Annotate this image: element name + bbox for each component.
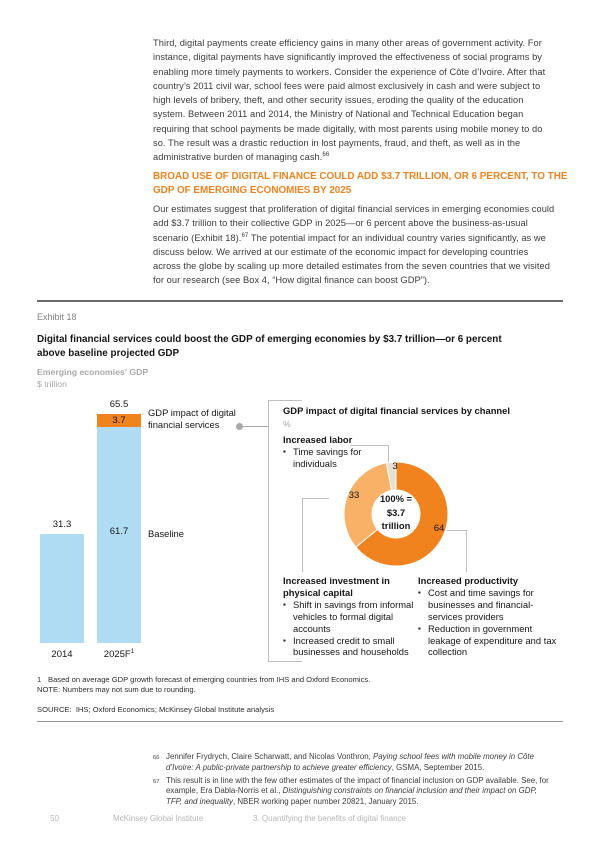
- connector-dot: [236, 423, 243, 430]
- donut-slice: [355, 461, 449, 567]
- productivity-bullet-1: Cost and time savings for businesses and…: [418, 587, 558, 623]
- section-heading: BROAD USE OF DIGITAL FINANCE COULD ADD $…: [153, 171, 568, 197]
- exhibit-footnote: 1 Based on average GDP growth forecast o…: [37, 675, 370, 685]
- labor-block: Increased labor Time savings for individ…: [283, 434, 363, 470]
- footnote-67: 67 This result is in line with the few o…: [153, 776, 555, 808]
- footnote-italic: Distinguishing constraints on financial …: [166, 786, 537, 807]
- bar-total-2014: 31.3: [52, 519, 72, 530]
- page-footnotes: 66 Jennifer Frydrych, Claire Scharwatt, …: [153, 752, 555, 808]
- footnote-66: 66 Jennifer Frydrych, Claire Scharwatt, …: [153, 752, 555, 774]
- bar-value-baseline: 61.7: [109, 526, 129, 537]
- bar-total-2025: 65.5: [109, 399, 129, 410]
- body-paragraph-1: Third, digital payments create efficienc…: [153, 36, 555, 165]
- bar-2025-impact: [97, 414, 141, 428]
- exhibit-footnote-num: 1: [37, 675, 42, 684]
- forecast-footnote-sup: 1: [130, 647, 135, 655]
- donut-center-label: 100% = $3.7 trillion: [361, 492, 431, 533]
- exhibit-footnote-text: Based on average GDP growth forecast of …: [48, 675, 371, 684]
- footnote-67-text: This result is in line with the few othe…: [166, 776, 555, 808]
- footer-institute: McKinsey Global Institute: [113, 814, 204, 823]
- labor-title: Increased labor: [283, 434, 353, 445]
- slice-value-investment: 33: [348, 490, 360, 501]
- footnote-text: , GSMA, September 2015.: [391, 762, 485, 772]
- page-number: 50: [50, 814, 59, 823]
- exhibit-top-rule: [37, 300, 563, 302]
- donut-chart: [343, 461, 449, 567]
- legend-impact-label: GDP impact of digital financial services: [148, 407, 236, 430]
- productivity-bullet-2: Reduction in government leakage of expen…: [418, 623, 558, 659]
- body-paragraph-2: Our estimates suggest that proliferation…: [153, 202, 555, 288]
- panel-border-bottom: [268, 661, 302, 662]
- footnote-text: This result is in line with the few othe…: [166, 775, 549, 796]
- footnote-text: , NBER working paper number 20821, Janua…: [232, 797, 419, 807]
- x-label-2025: 2025F1: [97, 647, 141, 660]
- investment-connector-h: [302, 498, 329, 499]
- productivity-title: Increased productivity: [418, 575, 519, 586]
- center-line-3: trillion: [381, 520, 411, 532]
- x-label-text: 2025F: [103, 649, 131, 660]
- footnote-66-text: Jennifer Frydrych, Claire Scharwatt, and…: [166, 752, 555, 774]
- productivity-block: Increased productivity Cost and time sav…: [418, 575, 558, 658]
- slice-value-labor: 3: [392, 461, 398, 472]
- productivity-connector-h: [447, 530, 466, 531]
- footnote-italic: Paying school fees with mobile money in …: [166, 752, 534, 772]
- exhibit-source: SOURCE: IHS; Oxford Economics; McKinsey …: [37, 705, 275, 714]
- connector-line: [243, 426, 268, 427]
- investment-bullet-2: Increased credit to small businesses and…: [283, 635, 419, 659]
- exhibit-label: Exhibit 18: [37, 312, 77, 322]
- panel-border-top: [268, 400, 302, 401]
- bar-2025-baseline: [97, 427, 141, 643]
- x-label-2014: 2014: [51, 649, 73, 660]
- center-line-1: 100% =: [379, 493, 413, 504]
- donut-title: GDP impact of digital financial services…: [283, 405, 510, 416]
- paragraph-text: The potential impact for an individual c…: [153, 232, 550, 286]
- legend-baseline-label: Baseline: [148, 528, 184, 539]
- investment-connector-v: [302, 498, 303, 572]
- footnote-text: Jennifer Frydrych, Claire Scharwatt, and…: [166, 752, 374, 761]
- slice-value-productivity: 64: [433, 523, 445, 534]
- exhibit-bottom-rule: [37, 721, 563, 722]
- center-line-2: $3.7: [386, 506, 406, 518]
- investment-block: Increased investment in physical capital…: [283, 575, 419, 658]
- footnote-ref-67: 67: [241, 231, 249, 239]
- footnote-66-num: 66: [153, 755, 160, 761]
- footnote-67-num: 67: [153, 778, 160, 785]
- footnote-ref-66: 66: [322, 151, 330, 159]
- panel-border-left: [268, 400, 269, 662]
- bar-value-impact: 3.7: [112, 415, 126, 426]
- paragraph-text: Our estimates suggest that proliferation…: [153, 204, 555, 243]
- labor-connector-h: [350, 445, 388, 446]
- bar-2014: [40, 533, 84, 643]
- labor-connector-v: [388, 445, 389, 463]
- donut-unit: %: [283, 419, 291, 429]
- productivity-connector-v: [466, 530, 467, 572]
- chart-unit: $ trillion: [37, 379, 67, 389]
- exhibit-note: NOTE: Numbers may not sum due to roundin…: [37, 685, 196, 694]
- paragraph-text: Third, digital payments create efficienc…: [153, 38, 546, 163]
- footer-section: 3. Quantifying the benefits of digital f…: [253, 814, 406, 823]
- exhibit-title: Digital financial services could boost t…: [37, 334, 502, 359]
- donut-slice: [343, 462, 393, 548]
- chart-kicker: Emerging economies' GDP: [37, 367, 149, 377]
- investment-title: Increased investment in physical capital: [283, 575, 390, 598]
- investment-bullet-1: Shift in savings from informal vehicles …: [283, 599, 419, 635]
- labor-bullet: Time savings for individuals: [283, 446, 363, 470]
